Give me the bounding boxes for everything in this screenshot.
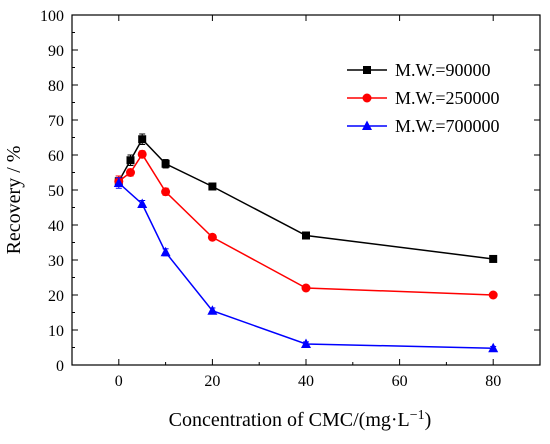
series-circle — [114, 149, 498, 300]
x-axis-title-superscript: −1 — [410, 408, 425, 423]
x-axis-title-suffix: ) — [425, 409, 432, 431]
legend-label: M.W.=700000 — [395, 116, 500, 136]
x-tick-label: 0 — [115, 373, 123, 390]
axis-label-layer: Recovery / % Concentration of CMC/(mg·L−… — [3, 146, 431, 431]
x-tick-label: 80 — [485, 373, 501, 390]
data-point — [161, 187, 171, 197]
series-line — [118, 152, 494, 296]
legend: M.W.=90000 M.W.=250000 M.W.=700000 — [347, 60, 500, 136]
data-point — [138, 135, 147, 144]
data-point — [489, 254, 498, 263]
y-tick-label: 50 — [48, 183, 64, 200]
legend-label: M.W.=250000 — [395, 88, 500, 108]
legend-marker — [362, 93, 372, 103]
y-tick-label: 90 — [48, 43, 64, 60]
series-layer — [113, 133, 499, 353]
data-point — [126, 168, 135, 177]
y-tick-label: 30 — [48, 253, 64, 270]
data-point — [488, 342, 499, 353]
x-tick-label: 60 — [392, 373, 408, 390]
data-point — [302, 231, 310, 240]
series-line — [118, 137, 494, 260]
y-tick-label: 70 — [48, 113, 64, 130]
legend-marker — [363, 66, 371, 74]
x-tick-label: 40 — [298, 373, 314, 390]
y-axis-title: Recovery / % — [3, 146, 25, 255]
legend-label: M.W.=90000 — [395, 60, 491, 80]
y-tick-label: 60 — [48, 148, 64, 165]
series-line — [118, 182, 494, 349]
y-tick-label: 20 — [48, 288, 64, 305]
data-point — [161, 159, 170, 168]
y-tick-label: 10 — [48, 323, 64, 340]
data-point — [207, 305, 218, 315]
data-point — [488, 290, 498, 300]
x-tick-label: 20 — [204, 373, 220, 390]
data-point — [160, 246, 171, 257]
y-tick-label: 80 — [48, 78, 64, 95]
y-tick-label: 100 — [40, 8, 64, 25]
plot-frame: 0 20 40 60 80 0 10 20 30 40 50 60 70 80 90 100 — [40, 8, 541, 390]
y-tick-label: 0 — [56, 358, 64, 375]
x-axis-title-main: Concentration of CMC/(mg·L — [169, 409, 410, 431]
series-triangle — [113, 177, 499, 353]
x-axis-title: Concentration of CMC/(mg·L−1) — [169, 408, 432, 432]
data-point — [113, 177, 124, 187]
data-point — [137, 198, 148, 208]
data-point — [301, 338, 311, 348]
data-point — [207, 232, 217, 242]
y-tick-label: 40 — [48, 218, 64, 235]
legend-marker — [362, 120, 372, 130]
data-point — [126, 156, 135, 165]
data-point — [301, 283, 311, 293]
data-point — [137, 149, 147, 159]
data-point — [208, 182, 217, 191]
